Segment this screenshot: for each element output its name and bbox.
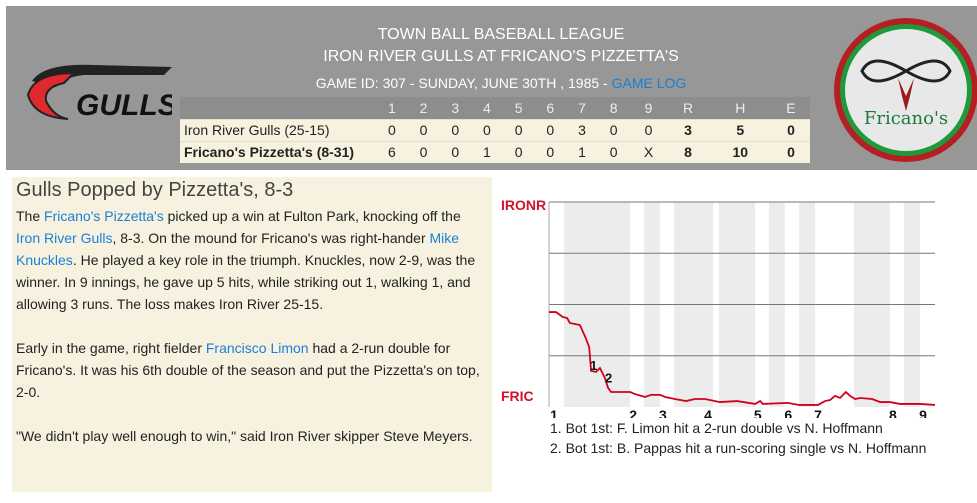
inning-score: 0 <box>597 118 630 141</box>
team-row: Fricano's Pizzetta's (8-31) 6 0 0 1 0 0 1 0 X 8 10 0 <box>180 140 810 163</box>
game-info: GAME ID: 307 - SUNDAY, JUNE 30TH , 1985 … <box>186 75 816 91</box>
team-column-header <box>180 97 376 119</box>
chart-note: 2. Bot 1st: B. Pappas hit a run-scoring … <box>550 440 927 456</box>
inning-tick-label: 7 <box>814 407 822 418</box>
inning-tick-label: 6 <box>784 407 792 418</box>
inning-score: 0 <box>534 118 567 141</box>
column-header: H <box>708 97 772 119</box>
recap-paragraph: The Fricano's Pizzetta's picked up a win… <box>16 205 488 315</box>
inning-tick-label: 3 <box>659 407 667 418</box>
column-header: 9 <box>629 97 668 119</box>
inning-score: 0 <box>597 140 630 163</box>
top-team-label: IRONR <box>501 197 546 213</box>
recap-text: Early in the game, right fielder <box>16 340 206 356</box>
column-header: 2 <box>407 97 440 119</box>
total-r: 3 <box>667 118 709 141</box>
recap-link[interactable]: Fricano's Pizzetta's <box>44 208 164 224</box>
column-header: 5 <box>502 97 535 119</box>
game-info-text: GAME ID: 307 - SUNDAY, JUNE 30TH , 1985 … <box>315 75 612 91</box>
recap-link[interactable]: Iron River Gulls <box>16 230 113 246</box>
game-recap: Gulls Popped by Pizzetta's, 8-3 The Fric… <box>12 177 492 492</box>
team-name: Fricano's Pizzetta's (8-31) <box>180 140 376 163</box>
column-header: 4 <box>471 97 503 119</box>
inning-tick-label: 4 <box>704 407 712 418</box>
column-header: E <box>771 97 810 119</box>
column-header: 7 <box>566 97 598 119</box>
inning-score: X <box>629 140 668 163</box>
team-name: Iron River Gulls (25-15) <box>180 118 376 141</box>
recap-link[interactable]: Francisco Limon <box>205 340 309 356</box>
total-e: 0 <box>771 140 810 163</box>
column-header: 1 <box>376 97 408 119</box>
inning-tick-label: 5 <box>754 407 762 418</box>
inning-score: 0 <box>407 140 440 163</box>
inning-score: 0 <box>471 118 503 141</box>
svg-text:Fricano's: Fricano's <box>864 108 948 129</box>
play-annotation: 1 <box>590 358 597 373</box>
inning-score: 3 <box>566 118 598 141</box>
total-e: 0 <box>771 118 810 141</box>
league-title: TOWN BALL BASEBALL LEAGUE <box>377 26 625 43</box>
recap-text: picked up a win at Fulton Park, knocking… <box>163 208 461 224</box>
inning-score: 0 <box>376 118 408 141</box>
team-row: Iron River Gulls (25-15) 0 0 0 0 0 0 3 0 0 3 5 0 <box>180 118 810 141</box>
chart-note: 1. Bot 1st: F. Limon hit a 2-run double … <box>550 420 883 436</box>
inning-score: 1 <box>471 140 503 163</box>
inning-score: 6 <box>376 140 408 163</box>
inning-score: 0 <box>502 140 535 163</box>
inning-score: 0 <box>439 118 472 141</box>
play-annotation: 2 <box>605 370 612 385</box>
inning-tick-label: 8 <box>889 407 897 418</box>
win-probability-line <box>549 311 936 406</box>
inning-tick-label: 9 <box>919 407 927 418</box>
bottom-team-label: FRIC <box>501 388 534 404</box>
total-r: 8 <box>667 140 709 163</box>
gulls-logo: GULLS <box>26 64 172 122</box>
game-header: GULLS TOWN BALL BASEBALL LEAGUE IRON RIV… <box>6 6 977 170</box>
inning-score: 1 <box>566 140 598 163</box>
recap-paragraph: "We didn't play well enough to win," sai… <box>16 425 488 447</box>
inning-score: 0 <box>502 118 535 141</box>
svg-text:GULLS: GULLS <box>76 89 172 122</box>
recap-text: The <box>16 208 45 224</box>
inning-tick-label: 2 <box>629 407 637 418</box>
matchup-title: IRON RIVER GULLS AT FRICANO'S PIZZETTA'S <box>323 48 679 65</box>
inning-score: 0 <box>629 118 668 141</box>
recap-headline: Gulls Popped by Pizzetta's, 8-3 <box>16 179 294 201</box>
inning-score: 0 <box>534 140 567 163</box>
column-header: 6 <box>534 97 567 119</box>
recap-paragraph: Early in the game, right fielder Francis… <box>16 337 488 403</box>
game-log-link[interactable]: GAME LOG <box>611 75 687 91</box>
inning-score: 0 <box>439 140 472 163</box>
inning-tick-label: 1 <box>550 407 558 418</box>
total-h: 10 <box>708 140 772 163</box>
inning-score: 0 <box>407 118 440 141</box>
recap-text: "We didn't play well enough to win," sai… <box>16 428 473 444</box>
recap-link[interactable]: Mike Knuckles <box>16 230 460 268</box>
column-header: 3 <box>439 97 472 119</box>
fricanos-logo: Fricano's <box>834 18 977 162</box>
recap-text: , 8-3. On the mound for Fricano's was ri… <box>112 230 430 246</box>
recap-text: . He played a key role in the triumph. K… <box>16 252 476 312</box>
column-header: R <box>667 97 709 119</box>
recap-text: had a 2-run double for Fricano's. It was… <box>16 340 480 400</box>
total-h: 5 <box>708 118 772 141</box>
column-header: 8 <box>597 97 630 119</box>
